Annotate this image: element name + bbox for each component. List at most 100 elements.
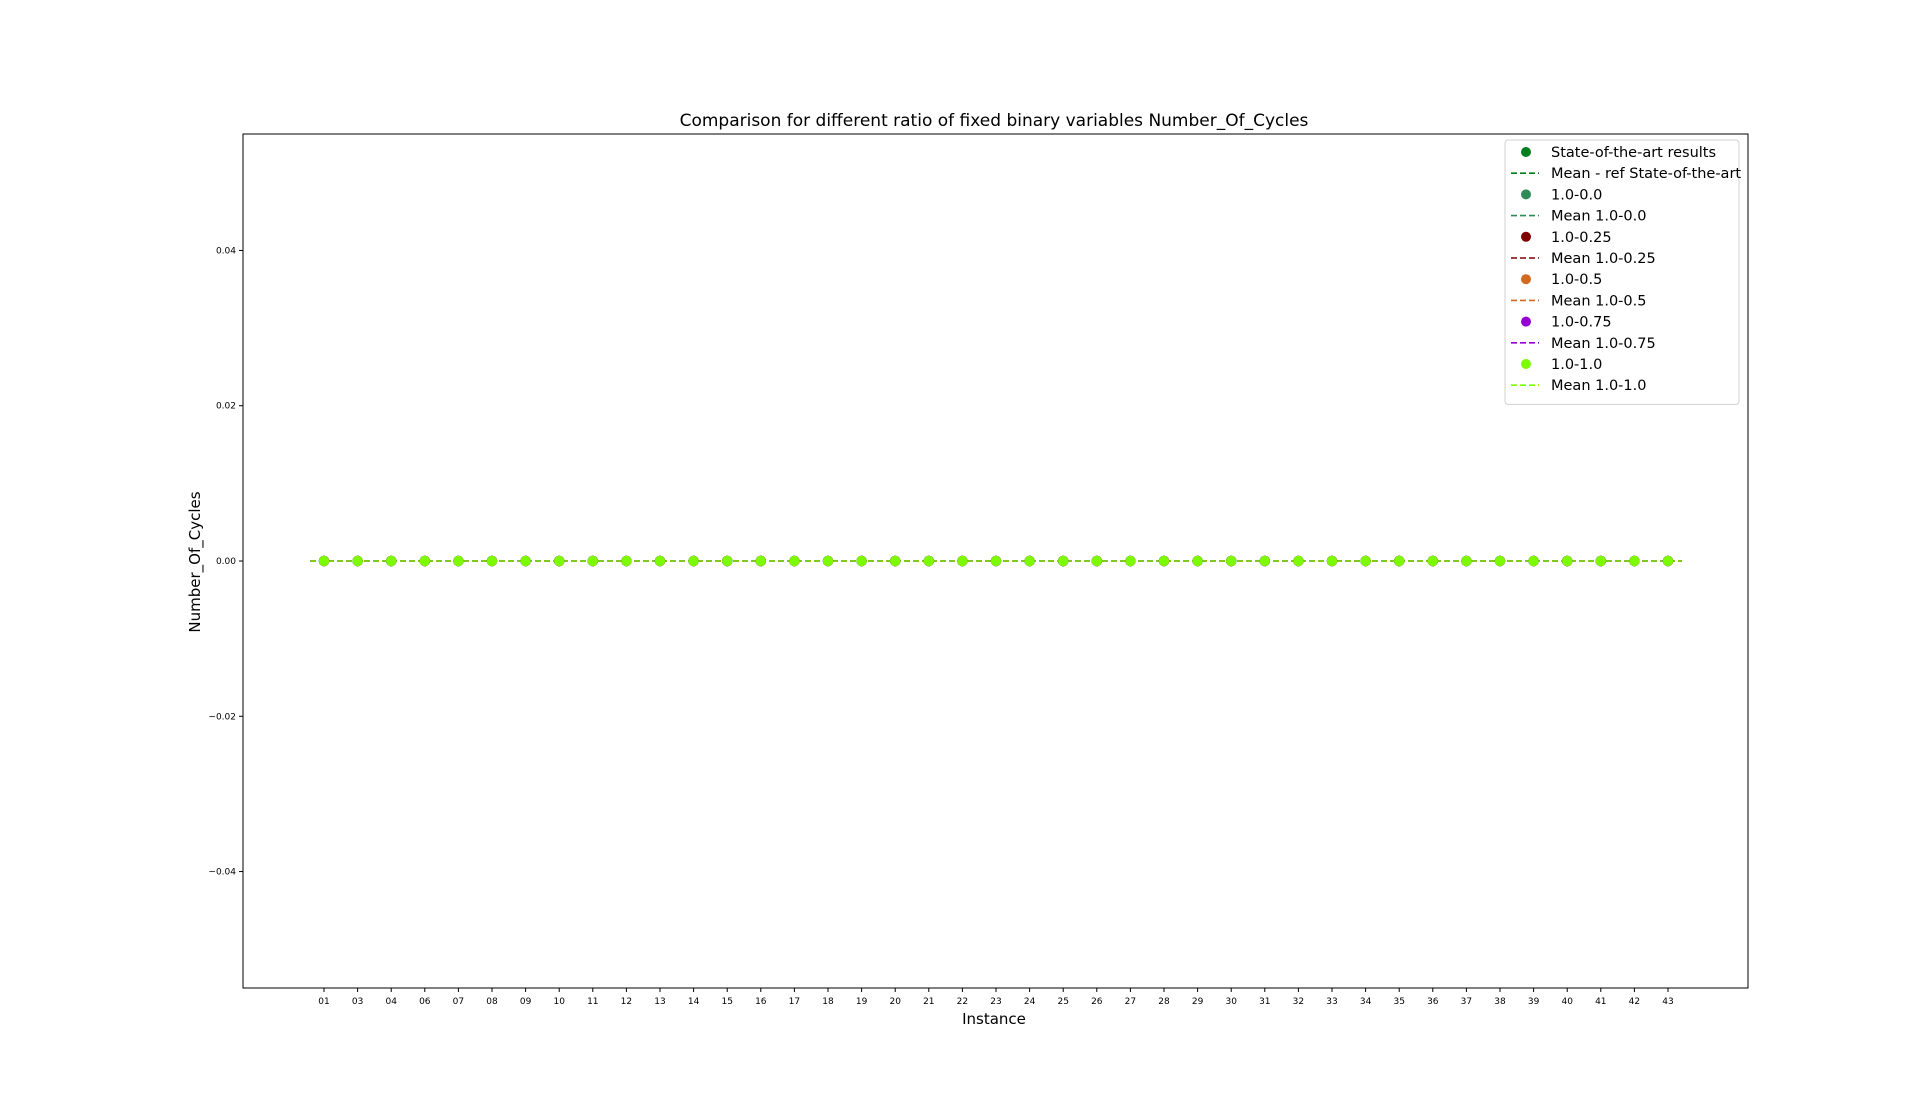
legend-label-7: Mean 1.0-0.5 [1551,293,1646,309]
x-tick-label: 25 [1057,997,1068,1007]
y-axis-label: Number_Of_Cycles [186,491,205,632]
legend-label-0: State-of-the-art results [1551,145,1716,161]
x-tick-label: 39 [1528,997,1540,1007]
plot-area: 0.04 0.02 0.00 −0.02 −0.04 01 03 04 06 07 08 09 10 11… [208,133,1749,1007]
y-tick-label: 0.00 [216,557,236,567]
data-point-s10-15 [722,555,733,567]
data-point-s10-26 [1091,555,1103,567]
data-point-s10-01 [318,555,330,567]
data-point-s10-21 [923,555,934,567]
data-point-s10-39 [1528,555,1539,567]
legend-box [1504,139,1740,405]
x-tick-label: 09 [520,997,532,1007]
data-point-s10-29 [1192,555,1203,567]
x-tick-label: 16 [755,997,767,1007]
x-tick-label: 30 [1225,997,1237,1007]
data-point-s10-13 [654,555,666,567]
x-tick-label: 26 [1091,997,1103,1007]
x-tick-label: 33 [1326,997,1337,1007]
data-point-s10-41 [1595,555,1607,567]
x-tick-label: 15 [721,997,732,1007]
x-tick-label: 12 [621,997,632,1007]
x-tick-label: 21 [923,997,934,1007]
x-tick-label: 29 [1192,997,1204,1007]
x-tick-label: 18 [822,997,834,1007]
legend-label-10: 1.0-1.0 [1551,357,1602,373]
data-point-s10-12 [621,555,632,567]
x-tick-label: 10 [553,997,565,1007]
data-point-s10-31 [1259,555,1271,567]
x-tick-label: 38 [1494,997,1506,1007]
data-point-s10-08 [486,555,498,567]
data-point-s10-24 [1024,555,1035,567]
data-point-s10-22 [957,555,968,567]
x-tick-label: 41 [1595,997,1606,1007]
x-tick-label: 34 [1360,997,1372,1007]
legend-marker-10 [1521,359,1531,369]
legend-label-11: Mean 1.0-1.0 [1551,378,1646,394]
legend: State-of-the-art results Mean - ref State… [1504,139,1741,405]
legend-marker-4 [1521,231,1531,242]
x-tick-label: 13 [654,997,665,1007]
data-point-s10-42 [1629,555,1640,567]
x-tick-label: 04 [385,997,397,1007]
x-tick-label: 06 [419,997,431,1007]
x-tick-label: 28 [1158,997,1170,1007]
data-point-s10-30 [1226,555,1237,567]
legend-marker-2 [1521,189,1531,200]
y-tick-label: −0.04 [208,868,236,878]
legend-marker-0 [1521,147,1531,157]
data-point-s10-43 [1662,555,1674,567]
legend-label-8: 1.0-0.75 [1551,315,1612,331]
x-tick-label: 27 [1125,997,1136,1007]
x-tick-label: 08 [486,997,498,1007]
chart-title: Comparison for different ratio of fixed … [680,111,1309,131]
x-tick-label: 37 [1461,997,1472,1007]
x-tick-label: 24 [1024,997,1036,1007]
x-tick-label: 22 [957,997,968,1007]
x-tick-label: 35 [1393,997,1404,1007]
x-tick-label: 31 [1259,997,1270,1007]
data-point-s10-11 [587,555,598,567]
data-point-s10-35 [1394,555,1405,567]
data-point-s10-38 [1494,555,1506,567]
x-tick-label: 32 [1293,997,1304,1007]
data-point-s10-36 [1427,555,1439,567]
data-point-s10-34 [1360,555,1371,567]
x-tick-label: 43 [1662,997,1673,1007]
data-point-s10-10 [554,555,565,567]
data-point-s10-27 [1125,555,1136,567]
x-tick-label: 03 [352,997,363,1007]
data-point-s10-03 [352,555,363,567]
legend-label-5: Mean 1.0-0.25 [1551,251,1656,267]
legend-label-1: Mean - ref State-of-the-art [1551,166,1741,182]
x-tick-label: 17 [789,997,800,1007]
x-tick-label: 36 [1427,997,1439,1007]
x-axis-label: Instance [962,1010,1026,1028]
data-point-s10-19 [856,555,867,567]
data-point-s10-40 [1562,555,1573,567]
data-point-s10-37 [1461,555,1472,567]
y-tick-label: 0.02 [216,402,236,412]
y-tick-label: −0.02 [208,712,236,722]
data-point-s10-20 [890,555,901,567]
x-tick-label: 01 [318,997,329,1007]
x-tick-label: 23 [990,997,1001,1007]
data-point-s10-18 [822,555,834,567]
legend-label-6: 1.0-0.5 [1551,272,1602,288]
data-point-s10-04 [386,555,397,567]
x-tick-label: 11 [587,997,598,1007]
x-tick-label: 14 [688,997,700,1007]
data-point-s10-32 [1293,555,1304,567]
y-tick-label: 0.04 [216,246,236,256]
legend-marker-8 [1521,316,1531,327]
data-point-s10-28 [1158,555,1170,567]
legend-label-9: Mean 1.0-0.75 [1551,336,1656,352]
x-tick-label: 20 [889,997,901,1007]
data-point-s10-07 [453,555,464,567]
data-point-s10-25 [1058,555,1069,567]
data-point-s10-33 [1326,555,1338,567]
data-point-s10-14 [688,555,699,567]
x-tick-label: 42 [1629,997,1640,1007]
